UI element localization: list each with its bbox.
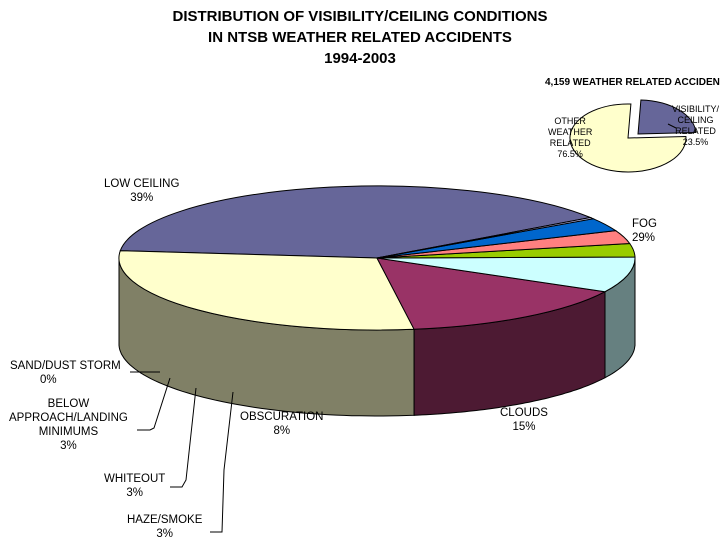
label-below-minimums: BELOW APPROACH/LANDING MINIMUMS 3% bbox=[9, 397, 128, 453]
inset-label-visibility-line-2: CEILING bbox=[677, 115, 714, 125]
leader-whiteout bbox=[170, 387, 197, 488]
label-low-ceiling: LOW CEILING 39% bbox=[104, 177, 179, 205]
label-whiteout: WHITEOUT 3% bbox=[104, 472, 165, 500]
label-sand-dust-storm-value: 0% bbox=[40, 374, 57, 386]
inset-label-visibility: VISIBILITY/ CEILING RELATED 23.5% bbox=[672, 104, 719, 148]
chart-title-line-2: IN NTSB WEATHER RELATED ACCIDENTS bbox=[208, 29, 512, 46]
label-below-minimums-line-1: BELOW bbox=[47, 398, 90, 410]
leader-below-minimums bbox=[137, 377, 171, 431]
label-clouds-name: CLOUDS bbox=[500, 407, 548, 419]
inset-label-other-line-1: OTHER bbox=[554, 116, 586, 126]
label-haze-smoke-name: HAZE/SMOKE bbox=[127, 514, 203, 526]
label-below-minimums-line-2: APPROACH/LANDING bbox=[9, 412, 128, 424]
chart-title-line-1: DISTRIBUTION OF VISIBILITY/CEILING CONDI… bbox=[172, 8, 548, 25]
inset-leader-visibility bbox=[667, 123, 677, 129]
inset-label-other-line-2: WEATHER bbox=[548, 127, 593, 137]
label-sand-dust-storm: SAND/DUST STORM 0% bbox=[10, 359, 121, 387]
label-obscuration-name: OBSCURATION bbox=[240, 411, 324, 423]
label-clouds-value: 15% bbox=[512, 421, 536, 433]
label-sand-dust-storm-name: SAND/DUST STORM bbox=[10, 360, 121, 372]
inset-title: 4,159 WEATHER RELATED ACCIDENTS bbox=[545, 77, 720, 88]
label-haze-smoke: HAZE/SMOKE 3% bbox=[127, 513, 202, 541]
inset-label-visibility-line-1: VISIBILITY/ bbox=[672, 104, 720, 114]
inset-label-visibility-line-3: RELATED bbox=[675, 126, 716, 136]
label-clouds: CLOUDS 15% bbox=[500, 406, 548, 434]
leader-haze-smoke bbox=[210, 391, 234, 533]
slice-obscuration bbox=[376, 256, 636, 293]
label-low-ceiling-value: 39% bbox=[130, 192, 154, 204]
slice-low-ceiling bbox=[119, 185, 593, 259]
label-whiteout-value: 3% bbox=[126, 487, 143, 499]
chart-title-line-3: 1994-2003 bbox=[324, 50, 396, 67]
label-fog: FOG 29% bbox=[632, 217, 657, 245]
inset-slice-visibility-ceiling-related bbox=[637, 99, 697, 135]
inset-label-other: OTHER WEATHER RELATED 76.5% bbox=[548, 116, 592, 160]
inset-label-other-line-3: RELATED bbox=[549, 138, 591, 148]
label-below-minimums-line-3: MINIMUMS bbox=[38, 426, 99, 438]
label-fog-value: 29% bbox=[632, 232, 656, 244]
inset-label-visibility-value: 23.5% bbox=[682, 137, 709, 147]
label-below-minimums-value: 3% bbox=[60, 440, 77, 452]
chart-title: DISTRIBUTION OF VISIBILITY/CEILING CONDI… bbox=[0, 6, 720, 69]
label-fog-name: FOG bbox=[632, 218, 657, 230]
slice-sand-dust-storm bbox=[376, 216, 595, 259]
inset-slice-other-weather-related bbox=[569, 103, 687, 173]
label-whiteout-name: WHITEOUT bbox=[104, 473, 166, 485]
label-haze-smoke-value: 3% bbox=[156, 528, 174, 540]
label-obscuration-value: 8% bbox=[273, 425, 291, 437]
slice-clouds bbox=[376, 257, 607, 330]
label-obscuration: OBSCURATION 8% bbox=[240, 410, 324, 438]
inset-label-other-value: 76.5% bbox=[557, 149, 583, 159]
slice-fog bbox=[118, 250, 415, 331]
label-low-ceiling-name: LOW CEILING bbox=[104, 178, 180, 190]
